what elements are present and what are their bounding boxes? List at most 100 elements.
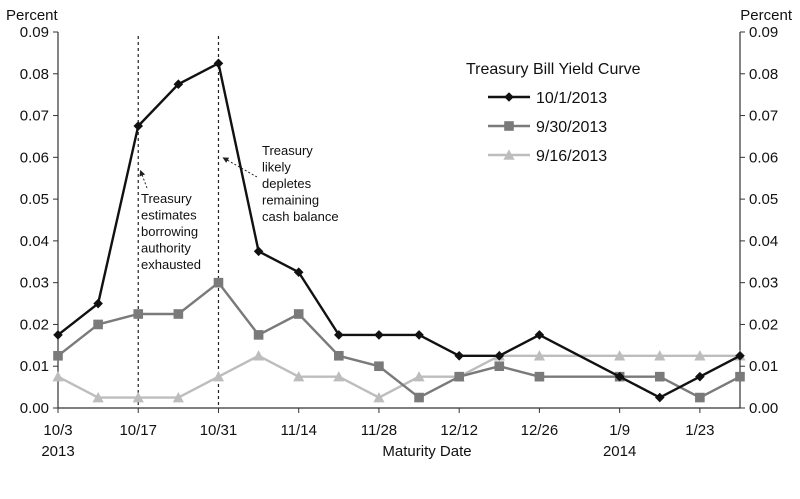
annotation-arrow <box>222 156 258 178</box>
y-tick-label-left: 0.02 <box>20 316 49 333</box>
legend-label: 9/16/2013 <box>536 148 607 165</box>
x-tick-label: 1/9 <box>609 422 630 439</box>
annotation-text-line: estimates <box>141 208 197 223</box>
legend-entry: 9/30/2013 <box>488 119 607 136</box>
data-point <box>172 391 184 403</box>
data-point <box>414 330 424 340</box>
y-tick-label-right: 0.00 <box>749 400 778 417</box>
data-point <box>454 371 464 382</box>
axes-layer: 0.00 0.00 0.01 0.01 0.02 0.02 0.03 0.03 0.04 0.04… <box>6 7 793 460</box>
y-tick-label-right: 0.03 <box>749 275 778 292</box>
data-point <box>92 391 104 403</box>
data-point <box>173 79 184 90</box>
data-point <box>53 350 63 361</box>
x-tick-label: 12/12 <box>440 422 478 439</box>
data-point <box>534 330 545 340</box>
y-tick-label-right: 0.08 <box>749 66 778 83</box>
annotation-text-line: exhausted <box>141 257 201 272</box>
data-point <box>252 350 265 361</box>
y-tick-label-left: 0.07 <box>20 108 49 125</box>
data-point <box>533 350 546 361</box>
x-tick-label: 11/14 <box>280 422 316 439</box>
x-tick-year-label: 2014 <box>603 443 636 460</box>
x-tick-year-label: 2013 <box>41 443 74 460</box>
legend-label: 9/30/2013 <box>536 119 607 136</box>
y-tick-label-left: 0.01 <box>20 358 49 375</box>
data-point <box>414 392 424 403</box>
data-point <box>132 391 144 403</box>
legend-entry: 9/16/2013 <box>488 148 607 165</box>
data-point <box>695 371 705 382</box>
event-lines-layer <box>137 36 220 408</box>
annotation-arrow <box>139 169 148 189</box>
y-tick-label-right: 0.01 <box>749 358 778 375</box>
legend-marker <box>503 149 515 160</box>
data-point <box>654 371 665 382</box>
data-point <box>454 350 464 361</box>
data-point <box>334 350 344 361</box>
x-tick-label: 12/26 <box>521 422 559 439</box>
y-tick-label-left: 0.05 <box>20 191 49 208</box>
legend-marker <box>504 92 514 102</box>
data-point <box>53 330 63 340</box>
data-point <box>695 392 705 403</box>
x-axis-title: Maturity Date <box>382 443 471 460</box>
data-point <box>213 277 224 288</box>
series-square <box>53 277 745 403</box>
y-tick-label-left: 0.09 <box>20 24 49 41</box>
y-tick-label-left: 0.03 <box>20 275 49 292</box>
y-tick-label-right: 0.09 <box>749 24 778 41</box>
data-point <box>735 350 745 361</box>
x-tick-label: 10/17 <box>119 422 157 439</box>
data-point <box>614 350 626 361</box>
data-point <box>253 246 264 257</box>
annotation-text-line: likely <box>262 160 291 175</box>
data-point <box>293 267 304 278</box>
y-tick-label-right: 0.05 <box>749 191 778 208</box>
y-tick-label-left: 0.04 <box>20 233 49 250</box>
data-point <box>173 309 184 319</box>
annotation-text-line: cash balance <box>262 209 339 224</box>
data-point <box>494 350 505 361</box>
data-point <box>333 371 345 382</box>
data-point <box>52 371 64 382</box>
x-tick-label: 10/31 <box>200 422 238 439</box>
legend-marker <box>504 121 514 131</box>
legend: Treasury Bill Yield Curve 10/1/2013 9/30/2… <box>466 61 641 165</box>
data-point <box>413 371 425 382</box>
data-point <box>133 309 144 319</box>
x-tick-label: 1/23 <box>685 422 714 439</box>
y-tick-label-left: 0.06 <box>20 149 49 166</box>
legend-entry: 10/1/2013 <box>488 90 607 107</box>
legend-title: Treasury Bill Yield Curve <box>466 61 641 78</box>
data-point <box>253 330 264 340</box>
data-point <box>654 350 666 361</box>
series-diamond <box>53 58 745 403</box>
y-axis-title-right: Percent <box>740 7 793 24</box>
data-point <box>373 391 385 403</box>
data-point <box>213 58 224 69</box>
data-point <box>534 371 545 382</box>
data-point <box>735 371 745 382</box>
x-tick-label: 11/28 <box>361 422 397 439</box>
legend-label: 10/1/2013 <box>536 90 607 107</box>
data-point <box>93 319 103 330</box>
y-tick-label-right: 0.04 <box>749 233 778 250</box>
y-axis-title-left: Percent <box>6 7 59 24</box>
data-point <box>494 361 505 372</box>
y-tick-label-right: 0.02 <box>749 316 778 333</box>
data-point <box>293 371 305 382</box>
data-point <box>212 371 225 382</box>
data-point <box>654 392 665 403</box>
data-point <box>614 371 625 382</box>
data-point <box>334 330 344 340</box>
series-line <box>57 281 741 399</box>
y-tick-label-right: 0.07 <box>749 108 778 125</box>
annotation-text-line: borrowing <box>141 224 198 239</box>
annotation-text-line: Treasury <box>262 143 313 158</box>
annotation-text-line: remaining <box>262 193 319 208</box>
